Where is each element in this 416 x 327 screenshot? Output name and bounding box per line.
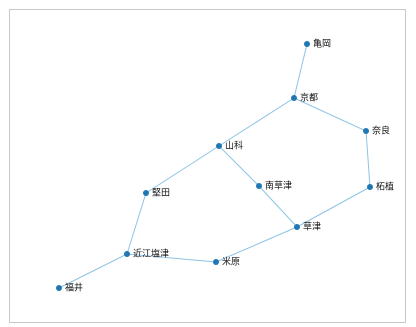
node-marker xyxy=(124,251,130,257)
node-marker xyxy=(291,95,297,101)
node-katata: 堅田 xyxy=(143,188,170,199)
node-kameoka: 亀岡 xyxy=(304,38,331,50)
node-label: 米原 xyxy=(222,256,240,268)
node-marker xyxy=(304,41,310,47)
node-label: 京都 xyxy=(300,92,318,104)
node-yamashina: 山科 xyxy=(216,140,243,152)
node-kyoto: 京都 xyxy=(291,92,318,104)
edge-kameoka-kyoto xyxy=(293,43,308,99)
edge-kyoto-nara xyxy=(293,97,367,132)
edges-layer xyxy=(58,43,371,289)
graph-frame xyxy=(9,9,406,323)
node-kusatsu: 草津 xyxy=(294,221,321,233)
node-marker xyxy=(367,184,373,190)
node-label: 草津 xyxy=(303,221,321,233)
edge-nara-tsuge xyxy=(365,130,371,188)
node-marker xyxy=(294,224,300,230)
edge-katata-omishiotsu xyxy=(126,192,147,255)
edge-yamashina-katata xyxy=(145,145,220,194)
node-marker xyxy=(56,285,62,291)
node-marker xyxy=(256,183,262,189)
node-omishiotsu: 近江塩津 xyxy=(124,248,169,260)
node-label: 柘植 xyxy=(376,181,394,193)
edge-kusatsu-maibara xyxy=(215,226,298,263)
node-label: 南草津 xyxy=(265,180,292,192)
node-label: 奈良 xyxy=(372,125,390,137)
edge-kyoto-yamashina xyxy=(218,97,295,147)
edge-omishiotsu-fukui xyxy=(58,253,128,289)
node-label: 亀岡 xyxy=(313,38,331,50)
node-label: 福井 xyxy=(65,282,83,294)
node-label: 近江塩津 xyxy=(133,248,169,260)
node-label: 堅田 xyxy=(152,188,170,199)
node-fukui: 福井 xyxy=(56,282,83,294)
node-tsuge: 柘植 xyxy=(367,181,394,193)
node-marker xyxy=(363,128,369,134)
node-marker xyxy=(216,143,222,149)
node-label: 山科 xyxy=(225,140,243,152)
node-nara: 奈良 xyxy=(363,125,390,137)
edge-tsuge-kusatsu xyxy=(296,186,371,228)
node-minamikusatsu: 南草津 xyxy=(256,180,292,192)
edge-yamashina-minamikusatsu xyxy=(218,145,260,187)
edge-omishiotsu-maibara xyxy=(126,253,217,263)
edge-minamikusatsu-kusatsu xyxy=(258,185,298,228)
node-maibara: 米原 xyxy=(213,256,240,268)
node-marker xyxy=(213,259,219,265)
node-marker xyxy=(143,190,149,196)
